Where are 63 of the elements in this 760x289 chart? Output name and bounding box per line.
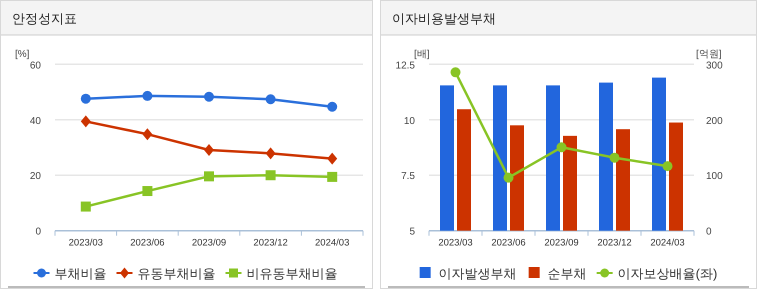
x-tick-label: 2023/12 [597, 238, 632, 249]
x-tick-label: 2024/03 [315, 238, 350, 249]
bar [616, 129, 630, 231]
point [450, 67, 460, 78]
point [266, 147, 276, 160]
legend-label: 이자보상배율(좌) [618, 266, 718, 281]
x-tick-label: 2023/03 [438, 238, 473, 249]
y-tick-label: 5 [409, 226, 416, 238]
y-tick-label: 40 [30, 116, 42, 127]
y-tick-label: 0 [35, 226, 42, 238]
point [327, 172, 338, 182]
legend-label: 부채비율 [54, 266, 106, 281]
legend-label: 이자발생부채 [438, 266, 517, 281]
point [80, 115, 91, 128]
point [204, 92, 214, 102]
chart-title: 안정성지표 [12, 11, 77, 26]
bar [599, 82, 613, 231]
y-axis-title: [배] [414, 49, 430, 60]
y-axis-title: [%] [15, 49, 30, 60]
legend-label: 유동부채비율 [138, 266, 216, 281]
point [266, 170, 276, 180]
point [327, 102, 338, 112]
point [504, 172, 514, 183]
point [662, 161, 672, 172]
point [204, 171, 214, 182]
point [610, 152, 620, 163]
point [556, 142, 566, 152]
point [266, 94, 276, 104]
bar [563, 136, 577, 231]
y2-tick-label: 0 [706, 226, 712, 238]
bar [510, 125, 524, 231]
x-tick-label: 2023/03 [68, 238, 103, 249]
point [142, 186, 152, 196]
y-tick-label: 20 [30, 171, 42, 182]
bar [440, 85, 454, 231]
x-tick-label: 2024/03 [650, 238, 685, 249]
bar [493, 85, 507, 231]
x-tick-label: 2023/06 [491, 238, 526, 249]
bar [652, 78, 666, 231]
legend-label: 순부채 [548, 266, 587, 281]
point [204, 144, 214, 156]
y2-tick-label: 300 [706, 60, 724, 72]
y2-tick-label: 200 [706, 116, 724, 127]
x-tick-label: 2023/06 [130, 238, 165, 249]
point [327, 152, 338, 165]
y2-axis-title: [억원] [696, 49, 722, 60]
bar [669, 122, 683, 231]
bar [546, 85, 560, 231]
y-tick-label: 10 [404, 116, 416, 127]
point [142, 90, 152, 101]
point [142, 128, 152, 140]
x-tick-label: 2023/12 [253, 238, 288, 249]
y-tick-label: 7.5 [401, 171, 416, 182]
bar [457, 109, 471, 231]
chart-title: 이자비용발생부채 [392, 11, 496, 26]
point [80, 94, 91, 104]
y-tick-label: 12.5 [396, 60, 416, 72]
y2-tick-label: 100 [706, 171, 724, 182]
y-tick-label: 60 [30, 60, 42, 72]
point [80, 202, 91, 212]
legend-label: 비유동부채비율 [246, 266, 338, 281]
x-tick-label: 2023/09 [544, 238, 579, 249]
x-tick-label: 2023/09 [192, 238, 226, 249]
